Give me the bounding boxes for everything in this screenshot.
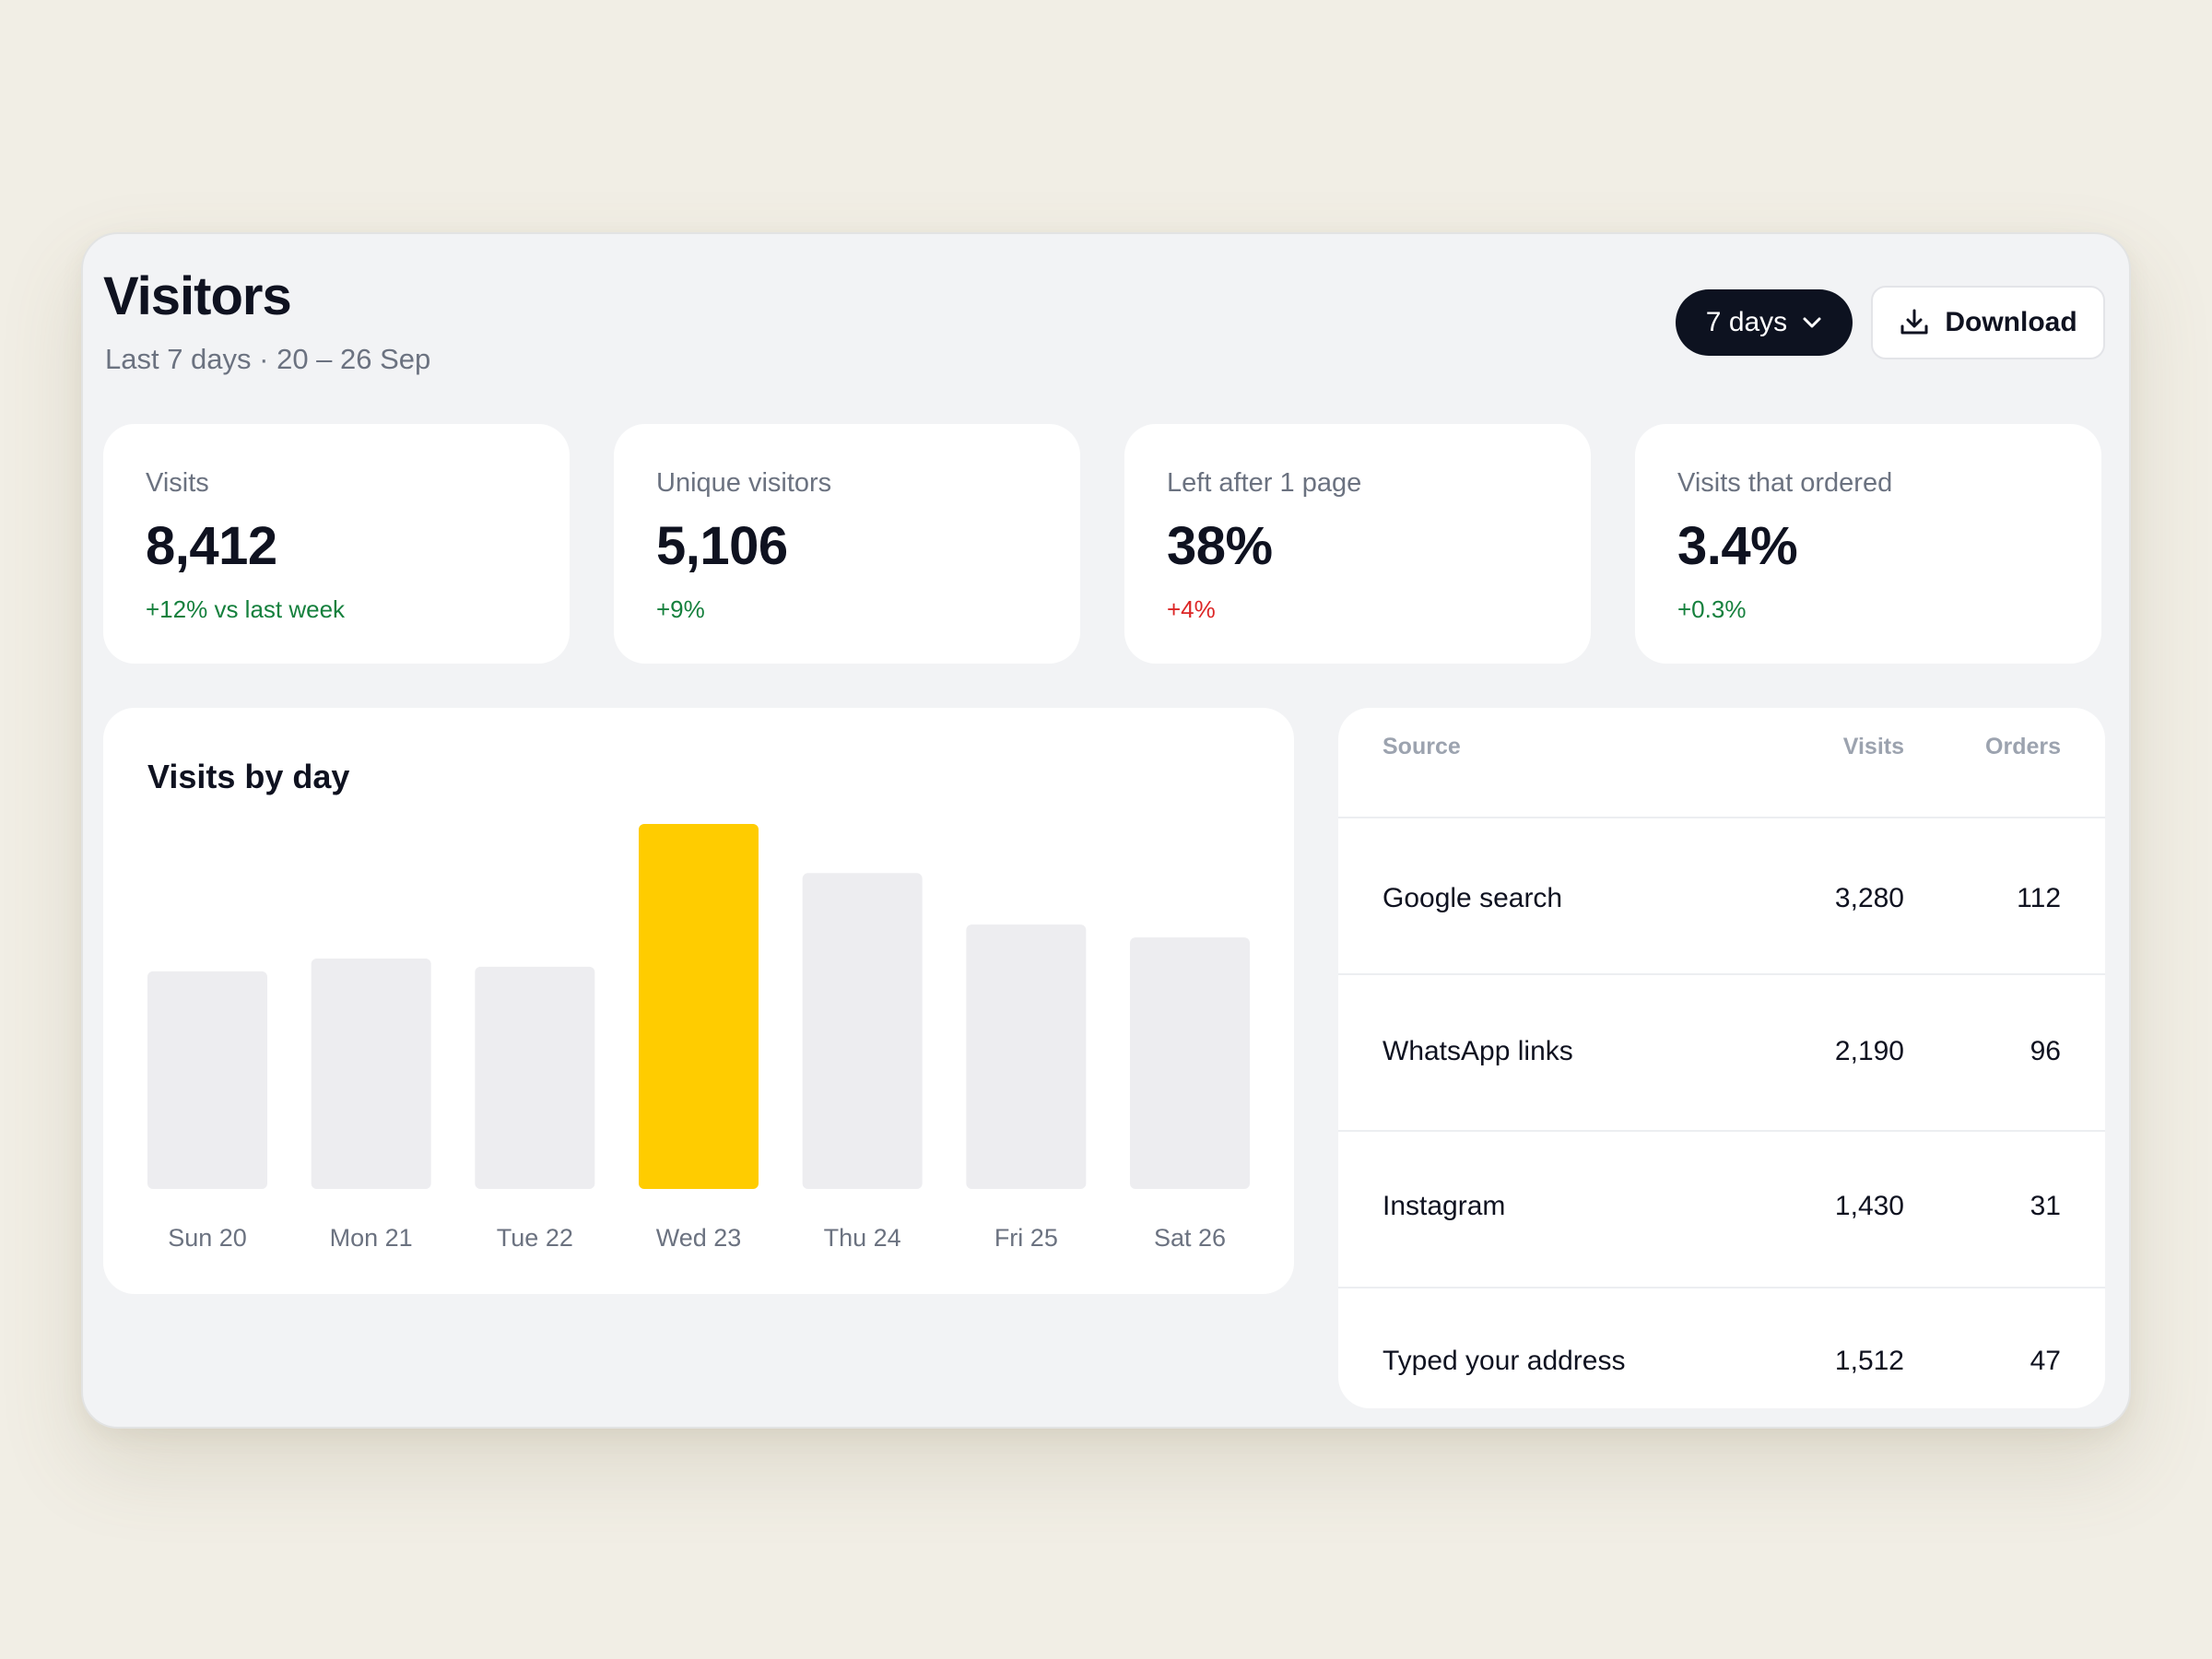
x-axis-tick-label: Thu 24 <box>824 1224 901 1252</box>
bar-tue-22[interactable] <box>475 966 595 1189</box>
stat-card-unique-visitors: Unique visitors 5,106 +9% <box>614 424 1080 664</box>
stat-label: Visits that ordered <box>1677 468 1893 498</box>
stat-card-visits: Visits 8,412 +12% vs last week <box>103 424 570 664</box>
x-axis-tick-label: Sun 20 <box>168 1224 247 1252</box>
source-visits: 1,512 <box>1834 1346 1904 1376</box>
page-title: Visitors <box>103 266 292 326</box>
source-name: Instagram <box>1382 1191 1506 1221</box>
stat-value: 38% <box>1167 516 1273 576</box>
source-orders: 96 <box>2030 1036 2061 1066</box>
visits-by-day-card: Sun 20 Mon 21 Tue 22 Wed 23 Thu 24 Fri 25 Sat … <box>103 708 1294 1294</box>
column-header-source: Source <box>1382 734 1461 759</box>
source-name: Typed your address <box>1382 1346 1626 1376</box>
bar-sat-26[interactable] <box>1130 937 1250 1189</box>
visits-by-day-chart: Sun 20 Mon 21 Tue 22 Wed 23 Thu 24 Fri 25 Sat … <box>147 824 1250 1252</box>
x-axis-tick-label: Mon 21 <box>330 1224 413 1252</box>
stat-label: Visits <box>146 468 209 498</box>
download-icon <box>1899 307 1930 338</box>
bar-mon-21[interactable] <box>311 958 431 1189</box>
bar-thu-24[interactable] <box>802 873 923 1189</box>
stat-value: 8,412 <box>146 516 277 576</box>
source-name: WhatsApp links <box>1382 1036 1573 1066</box>
download-button[interactable]: Download <box>1871 286 2105 359</box>
source-name: Google search <box>1382 883 1563 913</box>
x-axis-tick-label: Sat 26 <box>1154 1224 1226 1252</box>
source-orders: 31 <box>2030 1191 2061 1221</box>
bar-wed-23[interactable] <box>639 824 759 1189</box>
table-row[interactable]: Instagram 1,430 31 <box>1338 1132 2105 1288</box>
chevron-down-icon <box>1802 316 1822 329</box>
x-axis-tick-label: Fri 25 <box>994 1224 1058 1252</box>
source-orders: 112 <box>2017 883 2061 913</box>
range-select-label: 7 days <box>1705 307 1788 337</box>
stat-delta: +12% vs last week <box>146 595 346 623</box>
stat-value: 3.4% <box>1677 516 1798 576</box>
table-header: Source Visits Orders <box>1338 708 2105 818</box>
stat-delta: +0.3% <box>1677 595 1747 623</box>
download-label: Download <box>1945 307 2077 337</box>
column-header-orders: Orders <box>1985 734 2061 759</box>
stat-delta: +4% <box>1167 595 1216 623</box>
stat-card-left-after-one-page: Left after 1 page 38% +4% <box>1124 424 1591 664</box>
visitors-dashboard: Visitors Last 7 days · 20 – 26 Sep 7 day… <box>81 232 2131 1429</box>
traffic-sources-table: Source Visits Orders Google search 3,280… <box>1338 708 2105 1408</box>
table-row[interactable]: Google search 3,280 112 <box>1338 818 2105 975</box>
table-row[interactable]: WhatsApp links 2,190 96 <box>1338 975 2105 1132</box>
x-axis-tick-label: Wed 23 <box>656 1224 742 1252</box>
source-visits: 3,280 <box>1834 883 1904 913</box>
bar-fri-25[interactable] <box>966 924 1087 1189</box>
stat-delta: +9% <box>656 595 705 623</box>
stat-label: Unique visitors <box>656 468 832 498</box>
stat-label: Left after 1 page <box>1167 468 1362 498</box>
source-visits: 1,430 <box>1834 1191 1904 1221</box>
stat-value: 5,106 <box>656 516 788 576</box>
table-row[interactable]: Typed your address 1,512 47 <box>1338 1288 2105 1408</box>
source-orders: 47 <box>2030 1346 2061 1376</box>
range-select-button[interactable]: 7 days <box>1676 289 1853 356</box>
source-visits: 2,190 <box>1834 1036 1904 1066</box>
stat-card-visits-that-ordered: Visits that ordered 3.4% +0.3% <box>1635 424 2101 664</box>
column-header-visits: Visits <box>1842 734 1904 759</box>
chart-title: Visits by day <box>147 758 350 795</box>
bar-sun-20[interactable] <box>147 971 267 1189</box>
date-range-subtitle: Last 7 days · 20 – 26 Sep <box>105 343 431 375</box>
x-axis-tick-label: Tue 22 <box>497 1224 573 1252</box>
